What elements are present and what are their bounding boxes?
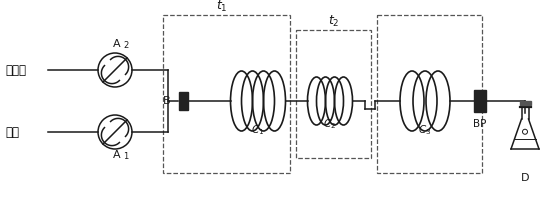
Text: $C_{1}$: $C_{1}$ <box>251 123 265 137</box>
Text: A: A <box>113 39 121 49</box>
Text: 2: 2 <box>124 41 129 50</box>
Bar <box>179 92 188 110</box>
Text: $C_{2}$: $C_{2}$ <box>324 117 337 131</box>
Text: $C_{3}$: $C_{3}$ <box>418 123 432 137</box>
Text: A: A <box>113 150 121 160</box>
Text: 1: 1 <box>124 152 129 161</box>
Bar <box>474 90 486 112</box>
Bar <box>377 15 482 173</box>
Text: $t_{1}$: $t_{1}$ <box>216 0 227 14</box>
Text: $t_{2}$: $t_{2}$ <box>328 14 339 29</box>
Bar <box>163 15 290 173</box>
Bar <box>296 30 371 158</box>
Text: B: B <box>163 96 171 106</box>
Text: BP: BP <box>473 119 487 129</box>
Text: 乙二醜: 乙二醜 <box>5 63 26 77</box>
Bar <box>520 101 530 105</box>
Text: D: D <box>521 173 529 183</box>
Text: 硝酸: 硝酸 <box>5 125 19 139</box>
